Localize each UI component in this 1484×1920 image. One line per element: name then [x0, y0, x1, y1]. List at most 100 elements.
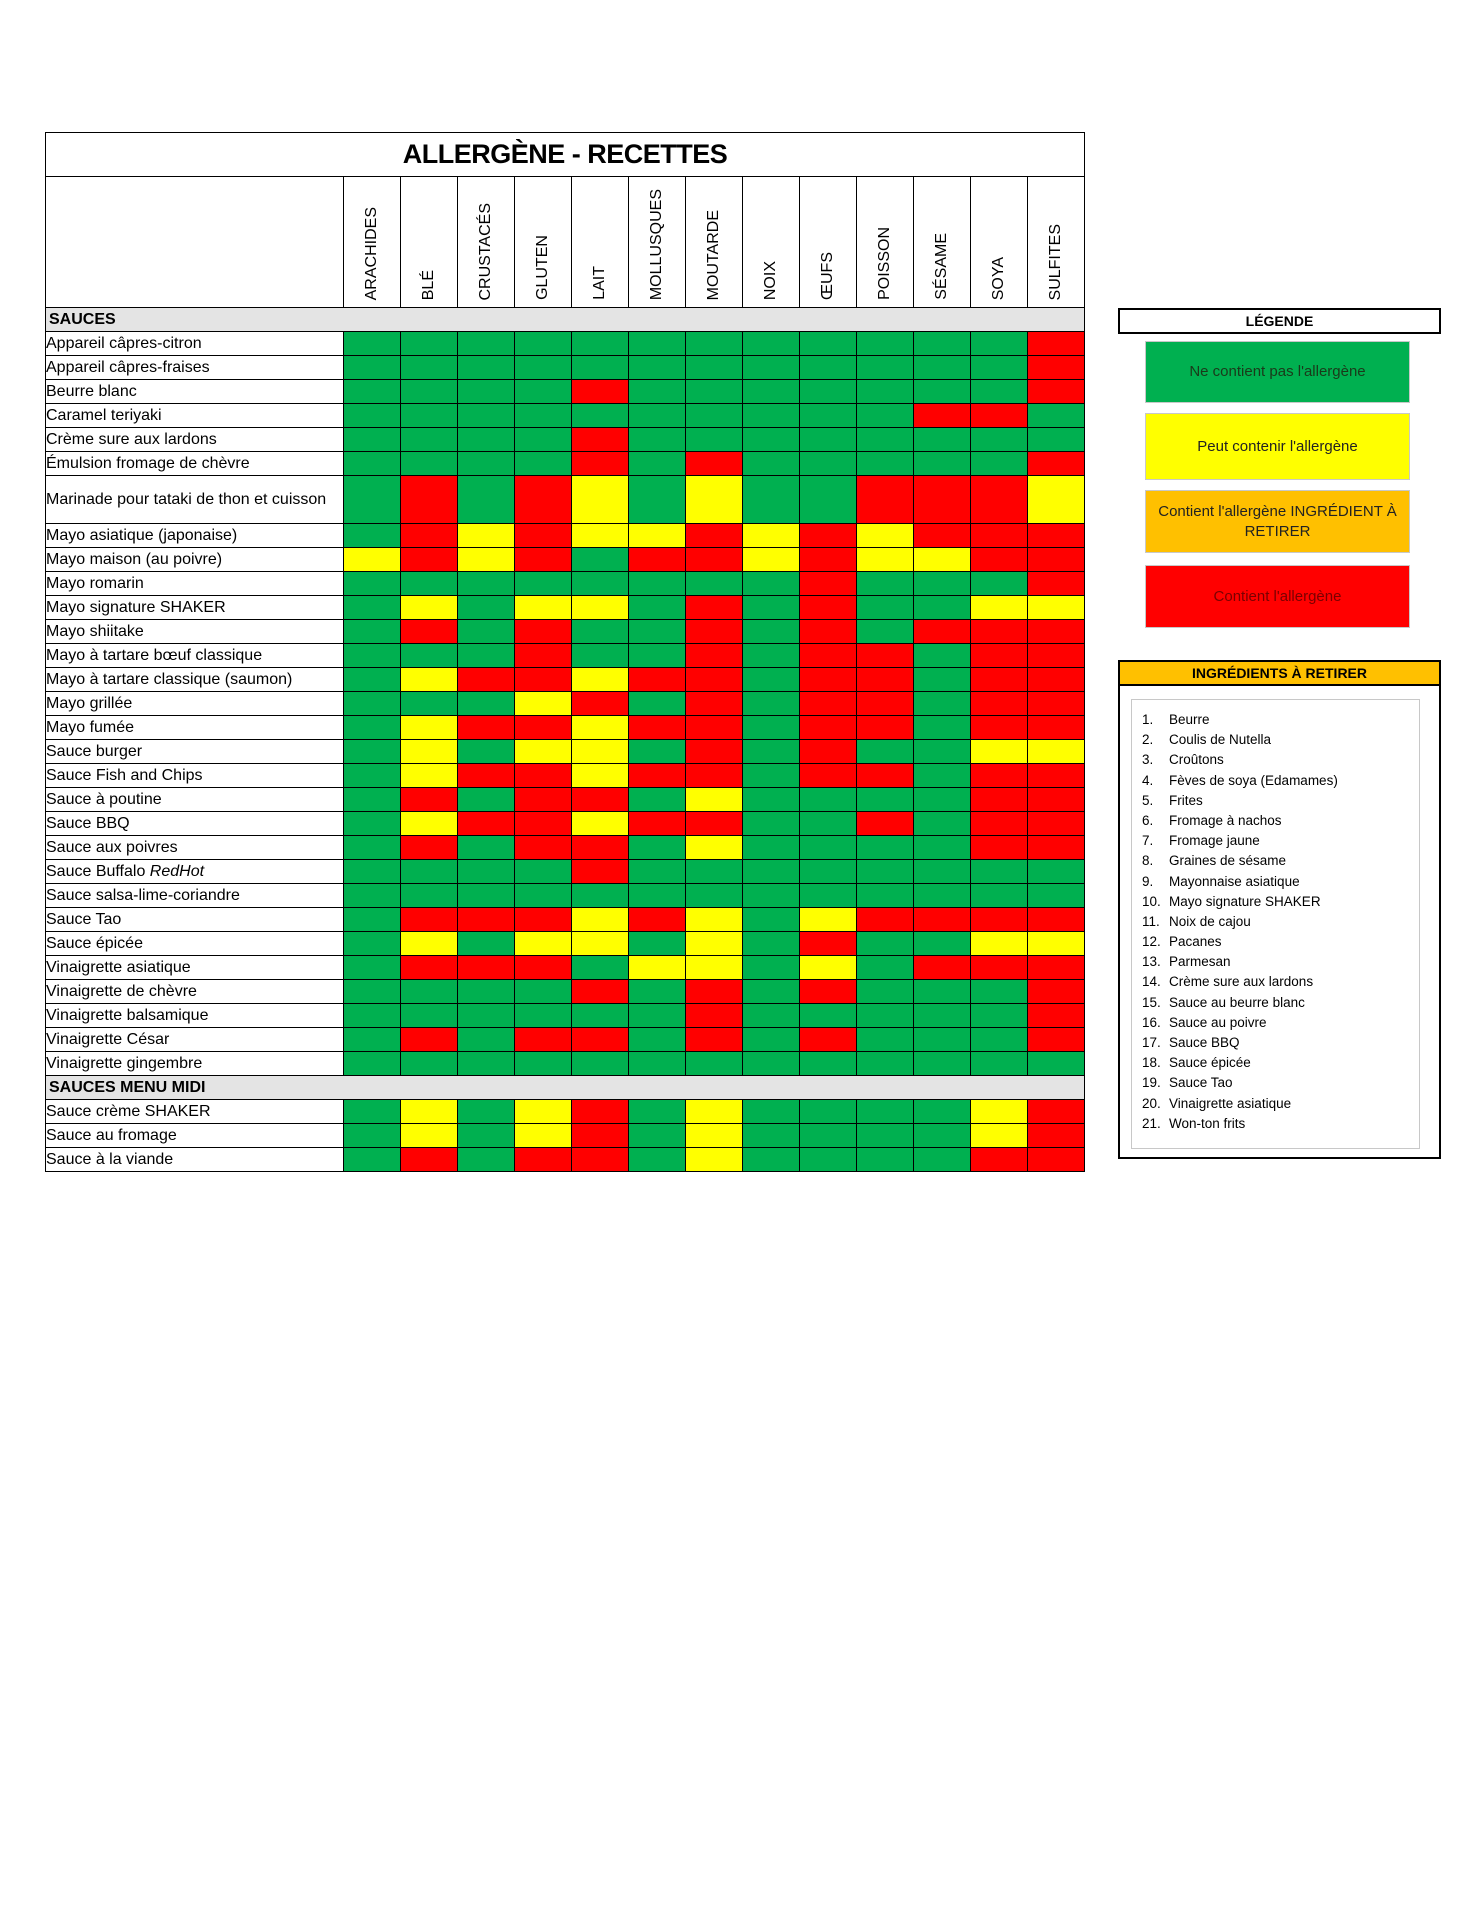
- allergen-cell: [1027, 667, 1085, 692]
- allergen-cell: [514, 595, 572, 620]
- allergen-cell: [913, 883, 971, 908]
- allergen-cell: [913, 955, 971, 980]
- allergen-header: SÉSAME: [913, 176, 971, 308]
- ingredient-name: Frites: [1169, 792, 1203, 808]
- ingredient-item: 18. Sauce épicée: [1142, 1053, 1419, 1073]
- ingredients-list: 1. Beurre 2. Coulis de Nutella 3. Croûtons 4. F…: [1132, 700, 1419, 1134]
- allergen-cell: [400, 475, 458, 524]
- allergen-cell: [628, 451, 686, 476]
- allergen-cell: [970, 883, 1028, 908]
- allergen-cell: [400, 619, 458, 644]
- recipe-row: Marinade pour tataki de thon et cuisson: [45, 475, 1085, 524]
- recipe-name-italic: RedHot: [149, 863, 205, 880]
- ingredient-number: 15.: [1142, 994, 1161, 1010]
- allergen-header: BLÉ: [400, 176, 458, 308]
- allergen-cell: [856, 883, 914, 908]
- ingredient-number: 20.: [1142, 1095, 1161, 1111]
- allergen-cell: [343, 811, 401, 836]
- allergen-cell: [799, 883, 857, 908]
- ingredient-name: Sauce BBQ: [1169, 1035, 1240, 1050]
- allergen-cell: [970, 427, 1028, 452]
- allergen-cell: [799, 1147, 857, 1172]
- recipe-name: Crème sure aux lardons: [45, 427, 344, 452]
- recipe-row: Mayo à tartare classique (saumon): [45, 667, 1085, 692]
- allergen-cell: [856, 619, 914, 644]
- allergen-cell: [343, 571, 401, 596]
- allergen-cell: [970, 835, 1028, 860]
- allergen-cell: [571, 523, 629, 548]
- allergen-cell: [571, 667, 629, 692]
- allergen-cell: [343, 1099, 401, 1124]
- allergen-cell: [856, 523, 914, 548]
- allergen-cell: [628, 739, 686, 764]
- allergen-cell: [742, 1099, 800, 1124]
- allergen-cell: [571, 1099, 629, 1124]
- recipe-row: Crème sure aux lardons: [45, 427, 1085, 452]
- recipe-name: Mayo romarin: [45, 571, 344, 596]
- allergen-cell: [970, 355, 1028, 380]
- allergen-cell: [970, 1051, 1028, 1076]
- allergen-cell: [856, 931, 914, 956]
- allergen-cell: [799, 763, 857, 788]
- section-header-row: SAUCES: [45, 307, 1085, 332]
- allergen-cell: [799, 1099, 857, 1124]
- recipe-row: Vinaigrette asiatique: [45, 955, 1085, 980]
- allergen-cell: [628, 979, 686, 1004]
- allergen-cell: [856, 811, 914, 836]
- allergen-cell: [856, 667, 914, 692]
- allergen-cell: [457, 475, 515, 524]
- allergen-cell: [1027, 787, 1085, 812]
- allergen-cell: [685, 691, 743, 716]
- recipe-name-text: Mayo maison (au poivre): [46, 551, 223, 568]
- allergen-cell: [628, 571, 686, 596]
- allergen-cell: [799, 667, 857, 692]
- allergen-cell: [913, 331, 971, 356]
- recipe-name-text: Vinaigrette asiatique: [46, 959, 191, 976]
- allergen-cell: [856, 787, 914, 812]
- allergen-cell: [514, 691, 572, 716]
- allergen-cell: [799, 955, 857, 980]
- allergen-cell: [742, 883, 800, 908]
- allergen-cell: [742, 691, 800, 716]
- allergen-cell: [1027, 763, 1085, 788]
- allergen-cell: [856, 691, 914, 716]
- allergen-cell: [571, 691, 629, 716]
- allergen-cell: [343, 931, 401, 956]
- ingredient-name: Beurre: [1169, 712, 1210, 727]
- recipe-row: Sauce à poutine: [45, 787, 1085, 812]
- allergen-cell: [457, 907, 515, 932]
- allergen-cell: [457, 1003, 515, 1028]
- allergen-cell: [571, 379, 629, 404]
- allergen-cell: [742, 451, 800, 476]
- allergen-cell: [343, 979, 401, 1004]
- allergen-cell: [799, 427, 857, 452]
- allergen-cell: [457, 811, 515, 836]
- allergen-cell: [685, 835, 743, 860]
- recipe-row: Beurre blanc: [45, 379, 1085, 404]
- recipe-name: Appareil câpres-fraises: [45, 355, 344, 380]
- allergen-cell: [685, 547, 743, 572]
- allergen-header: SOYA: [970, 176, 1028, 308]
- allergen-cell: [742, 1027, 800, 1052]
- allergen-cell: [343, 1051, 401, 1076]
- allergen-cell: [400, 547, 458, 572]
- allergen-table: ALLERGÈNE - RECETTES ARACHIDES BLÉ CRUSTAC…: [45, 132, 1085, 1172]
- allergen-cell: [514, 379, 572, 404]
- allergen-header: NOIX: [742, 176, 800, 308]
- allergen-cell: [514, 955, 572, 980]
- ingredient-number: 13.: [1142, 954, 1161, 970]
- allergen-cell: [343, 859, 401, 884]
- allergen-cell: [343, 475, 401, 524]
- allergen-cell: [343, 763, 401, 788]
- recipe-name: Sauce crème SHAKER: [45, 1099, 344, 1124]
- allergen-cell: [685, 355, 743, 380]
- allergen-cell: [799, 739, 857, 764]
- recipe-row: Mayo grillée: [45, 691, 1085, 716]
- recipe-row: Sauce Fish and Chips: [45, 763, 1085, 788]
- allergen-cell: [913, 859, 971, 884]
- recipe-name-text: Sauce Buffalo: [46, 863, 150, 880]
- allergen-cell: [514, 835, 572, 860]
- allergen-cell: [343, 379, 401, 404]
- recipe-row: Émulsion fromage de chèvre: [45, 451, 1085, 476]
- allergen-header: ŒUFS: [799, 176, 857, 308]
